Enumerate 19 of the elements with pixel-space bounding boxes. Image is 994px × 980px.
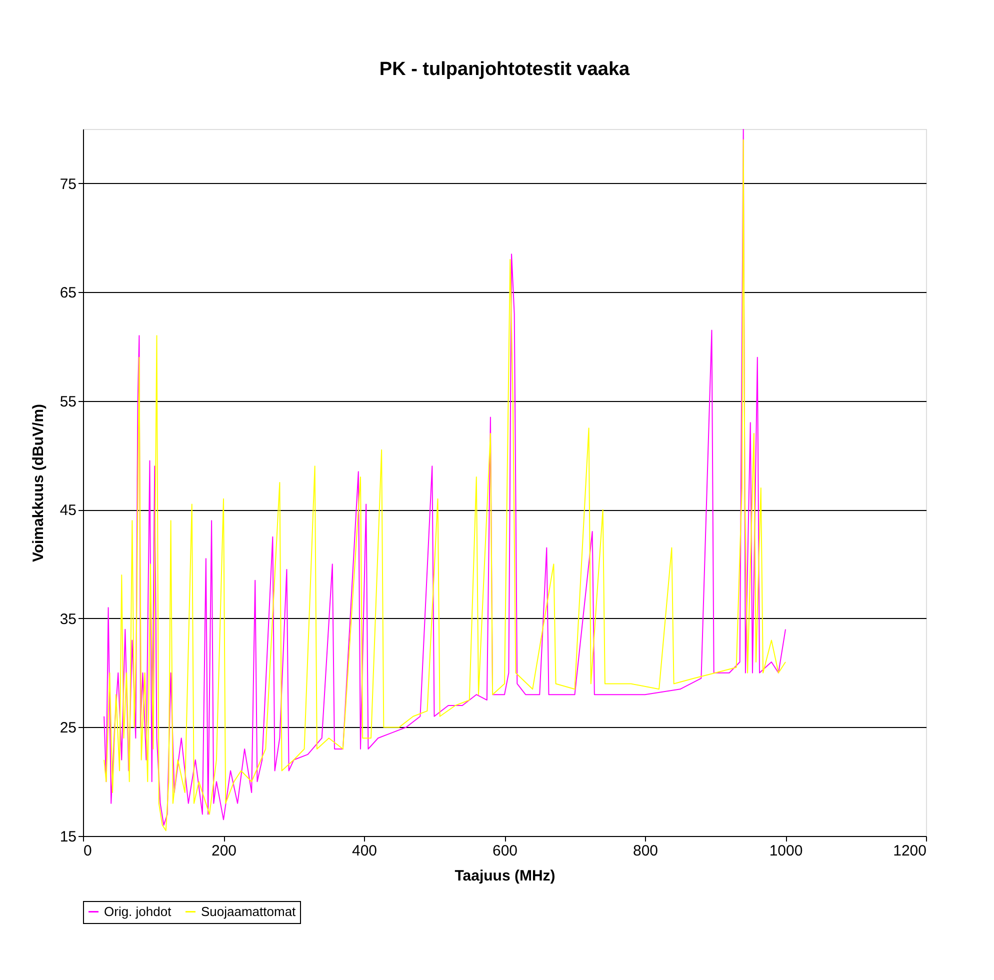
x-tick-label: 600 (492, 842, 518, 860)
x-tick-label: 1200 (893, 842, 926, 860)
x-tick-label: 1000 (769, 842, 803, 860)
legend-label: Orig. johdot (104, 904, 172, 919)
y-tick-label: 75 (60, 176, 76, 193)
y-tick-label: 55 (60, 393, 76, 410)
y-tick-label: 15 (60, 828, 76, 846)
x-tick-label: 400 (352, 842, 378, 860)
y-tick-label: 35 (60, 610, 76, 628)
x-tick-label: 0 (84, 842, 92, 860)
y-axis-title: Voimakkuus (dBuV/m) (30, 404, 47, 562)
y-tick-label: 45 (60, 502, 76, 520)
chart-title: PK - tulpanjohtotestit vaaka (379, 59, 630, 80)
legend-label: Suojaamattomat (201, 904, 296, 919)
x-tick-label: 800 (632, 842, 658, 860)
x-axis-title: Taajuus (MHz) (454, 868, 556, 884)
x-tick-label: 200 (211, 842, 237, 860)
y-tick-label: 25 (60, 720, 76, 737)
y-tick-label: 65 (60, 284, 76, 302)
